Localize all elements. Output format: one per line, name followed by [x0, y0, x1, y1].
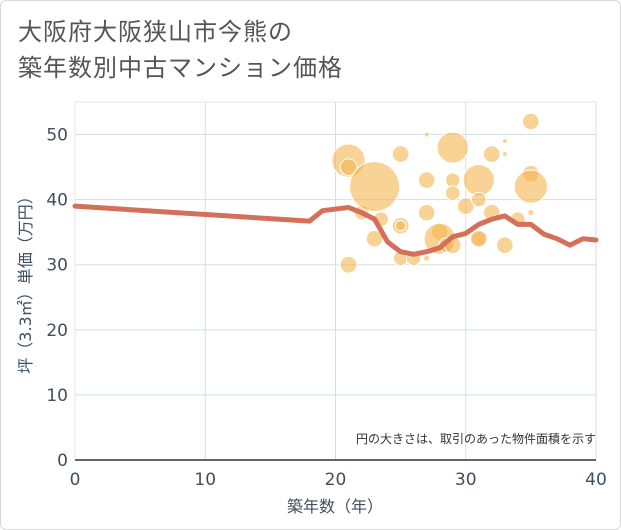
x-axis-title: 築年数（年）	[287, 497, 383, 516]
chart-title-line-2: 築年数別中古マンション価格	[18, 54, 343, 82]
bubble-point	[501, 137, 508, 145]
bubble-point	[513, 169, 549, 204]
y-tick-label: 50	[46, 126, 68, 146]
y-tick-label: 30	[46, 256, 68, 276]
chart-title-line-1: 大阪府大阪狭山市今熊の	[18, 18, 293, 46]
bubble-point	[496, 236, 514, 255]
bubble-point	[527, 209, 535, 217]
x-tick-label: 30	[455, 470, 477, 490]
bubble-point	[444, 172, 461, 188]
x-tick-label: 0	[70, 470, 81, 490]
bubble-point	[456, 197, 475, 215]
bubble-point	[391, 145, 410, 163]
bubble-point	[394, 219, 407, 232]
y-tick-label: 40	[46, 191, 68, 211]
y-axis-title: 坪（3.3㎡）単価（万円）	[16, 188, 35, 373]
x-tick-label: 40	[585, 470, 607, 490]
y-axis-ticks: 0 10 20 30 40 50	[46, 126, 68, 471]
bubble-point	[349, 161, 401, 213]
y-tick-label: 0	[57, 451, 68, 471]
bubble-point	[469, 229, 488, 248]
trend-series	[72, 203, 599, 257]
bubble-point	[417, 203, 436, 222]
bubble-point	[339, 255, 358, 274]
bubble-point	[482, 145, 501, 163]
bubble-size-note: 円の大きさは、取引のあった物件面積を示す	[356, 431, 596, 446]
bubble-point	[501, 150, 508, 158]
x-tick-label: 20	[325, 470, 347, 490]
bubble-point	[470, 191, 487, 208]
bubble-point	[522, 112, 540, 131]
bubble-point	[417, 171, 436, 189]
y-tick-label: 10	[46, 386, 68, 406]
x-axis-ticks: 0 10 20 30 40	[70, 470, 607, 490]
bubble-point	[423, 131, 430, 138]
y-tick-label: 20	[46, 321, 68, 341]
chart-title: 大阪府大阪狭山市今熊の 築年数別中古マンション価格	[18, 14, 343, 86]
bubble-series	[331, 112, 549, 274]
x-tick-label: 10	[194, 470, 216, 490]
bubble-point	[436, 131, 469, 164]
bubble-point	[444, 185, 461, 201]
bubble-point	[462, 164, 495, 197]
average-trend-line	[72, 203, 599, 257]
bubble-point	[339, 158, 358, 176]
bubble-point	[423, 254, 431, 262]
